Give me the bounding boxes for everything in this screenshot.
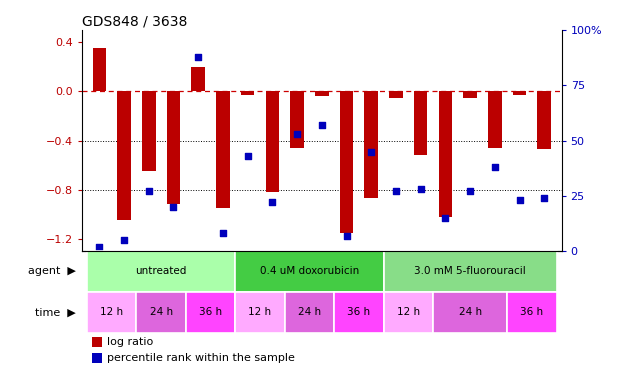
Point: [416, 186, 426, 192]
Text: 24 h: 24 h: [150, 307, 173, 317]
Point: [268, 200, 278, 206]
Bar: [334, 292, 384, 333]
Bar: [463, 92, 477, 98]
Bar: [266, 92, 279, 192]
Bar: [315, 92, 329, 96]
Point: [193, 54, 203, 60]
Bar: [142, 92, 156, 171]
Point: [490, 164, 500, 170]
Text: untreated: untreated: [136, 267, 187, 276]
Point: [540, 195, 550, 201]
Text: 12 h: 12 h: [100, 307, 123, 317]
Bar: [513, 92, 526, 95]
Bar: [389, 92, 403, 98]
Text: 36 h: 36 h: [199, 307, 222, 317]
Bar: [433, 292, 507, 333]
Point: [292, 131, 302, 137]
Point: [94, 244, 104, 250]
Point: [144, 188, 154, 194]
Bar: [87, 251, 235, 292]
Text: 24 h: 24 h: [298, 307, 321, 317]
Bar: [285, 292, 334, 333]
Text: time  ▶: time ▶: [35, 307, 76, 317]
Point: [218, 230, 228, 236]
Bar: [365, 92, 378, 198]
Point: [119, 237, 129, 243]
Bar: [439, 92, 452, 217]
Bar: [538, 92, 551, 149]
Text: GDS848 / 3638: GDS848 / 3638: [82, 15, 187, 29]
Point: [168, 204, 179, 210]
Point: [341, 232, 351, 238]
Bar: [339, 92, 353, 233]
Bar: [384, 251, 557, 292]
Bar: [507, 292, 557, 333]
Point: [514, 197, 524, 203]
Bar: [93, 48, 106, 92]
Bar: [186, 292, 235, 333]
Bar: [91, 353, 102, 363]
Bar: [488, 92, 502, 148]
Bar: [384, 292, 433, 333]
Point: [242, 153, 252, 159]
Text: percentile rank within the sample: percentile rank within the sample: [107, 353, 295, 363]
Point: [317, 122, 327, 128]
Text: agent  ▶: agent ▶: [28, 267, 76, 276]
Point: [440, 215, 451, 221]
Bar: [216, 92, 230, 208]
Point: [366, 148, 376, 154]
Text: 0.4 uM doxorubicin: 0.4 uM doxorubicin: [260, 267, 359, 276]
Bar: [91, 337, 102, 347]
Bar: [87, 292, 136, 333]
Bar: [235, 292, 285, 333]
Bar: [167, 92, 180, 204]
Bar: [241, 92, 254, 95]
Bar: [235, 251, 384, 292]
Text: 3.0 mM 5-fluorouracil: 3.0 mM 5-fluorouracil: [415, 267, 526, 276]
Point: [391, 188, 401, 194]
Bar: [414, 92, 427, 155]
Point: [465, 188, 475, 194]
Text: 12 h: 12 h: [249, 307, 271, 317]
Text: log ratio: log ratio: [107, 337, 153, 347]
Bar: [117, 92, 131, 220]
Text: 24 h: 24 h: [459, 307, 481, 317]
Bar: [136, 292, 186, 333]
Text: 36 h: 36 h: [347, 307, 370, 317]
Bar: [290, 92, 304, 148]
Bar: [191, 67, 205, 92]
Text: 12 h: 12 h: [397, 307, 420, 317]
Text: 36 h: 36 h: [521, 307, 543, 317]
